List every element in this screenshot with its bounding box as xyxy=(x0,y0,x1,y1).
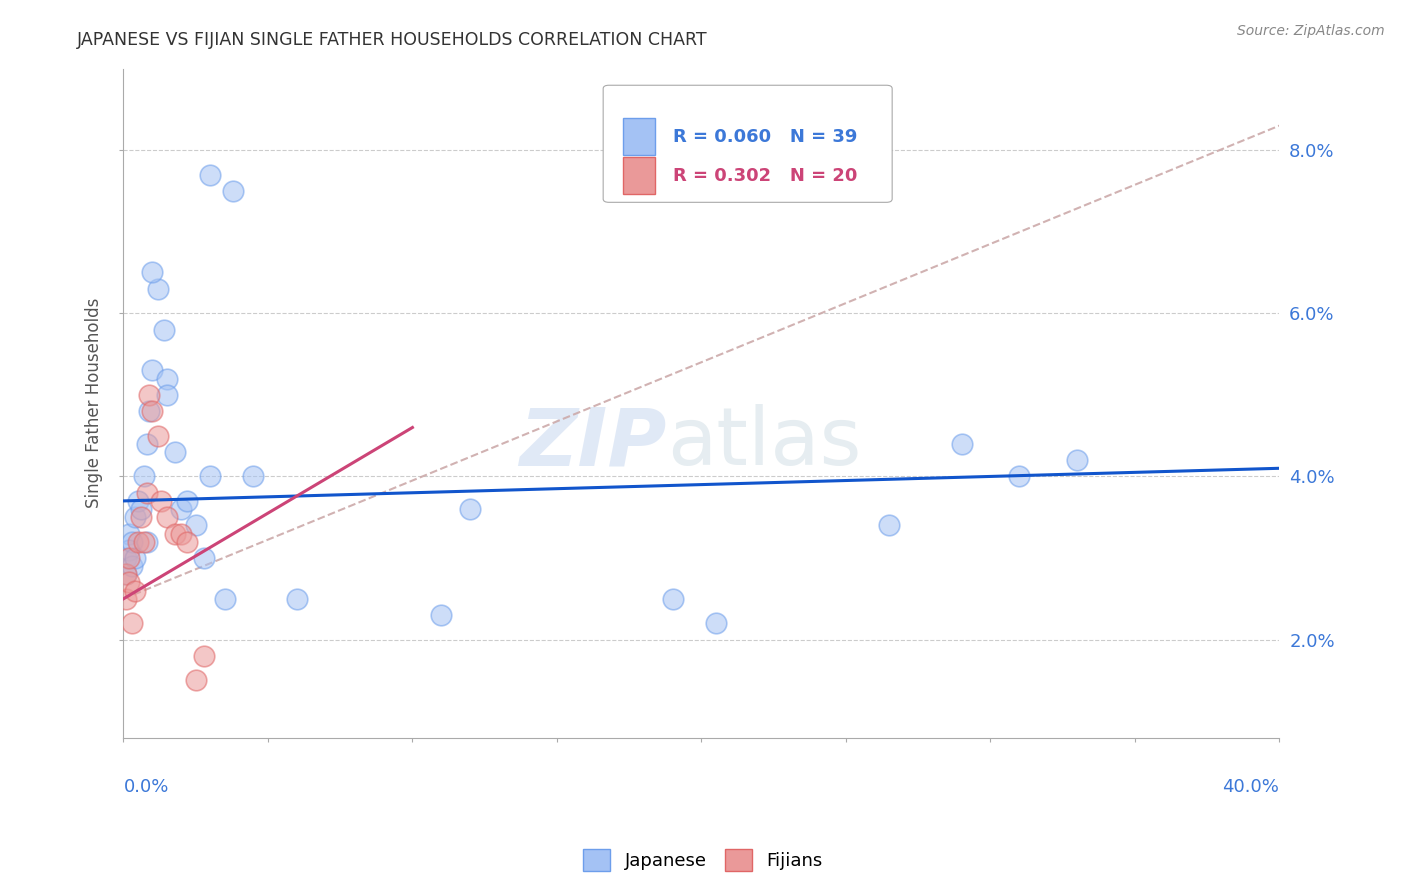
Point xyxy=(138,388,160,402)
Text: R = 0.060   N = 39: R = 0.060 N = 39 xyxy=(672,128,856,145)
Point xyxy=(198,469,221,483)
Point xyxy=(118,542,141,557)
Point xyxy=(138,404,160,418)
Text: Source: ZipAtlas.com: Source: ZipAtlas.com xyxy=(1237,24,1385,38)
Point xyxy=(146,282,169,296)
FancyBboxPatch shape xyxy=(623,157,655,194)
Text: ZIP: ZIP xyxy=(519,404,666,483)
Point xyxy=(141,363,163,377)
Point xyxy=(184,673,207,688)
Point xyxy=(141,404,163,418)
Point xyxy=(124,551,146,566)
Point xyxy=(285,591,308,606)
Point xyxy=(135,485,157,500)
Point xyxy=(170,502,193,516)
Point xyxy=(118,575,141,590)
Point xyxy=(176,534,198,549)
Point xyxy=(661,591,683,606)
Point xyxy=(950,437,973,451)
Point xyxy=(242,469,264,483)
Y-axis label: Single Father Households: Single Father Households xyxy=(86,298,103,508)
Point xyxy=(222,184,245,198)
Point xyxy=(193,551,215,566)
Point xyxy=(127,494,149,508)
Point xyxy=(165,526,187,541)
Point xyxy=(115,567,138,582)
Point xyxy=(165,445,187,459)
Point xyxy=(127,534,149,549)
Point xyxy=(184,518,207,533)
Point xyxy=(458,502,481,516)
Point xyxy=(115,551,138,566)
Point xyxy=(118,526,141,541)
Point xyxy=(146,428,169,442)
Point xyxy=(124,510,146,524)
Point xyxy=(214,591,236,606)
Point xyxy=(156,371,179,385)
Text: R = 0.302   N = 20: R = 0.302 N = 20 xyxy=(672,167,856,185)
Text: atlas: atlas xyxy=(666,404,860,483)
Point xyxy=(115,567,138,582)
Point xyxy=(121,616,143,631)
Point xyxy=(198,168,221,182)
Point xyxy=(156,510,179,524)
Point xyxy=(430,608,453,623)
Point xyxy=(193,648,215,663)
Point xyxy=(877,518,900,533)
FancyBboxPatch shape xyxy=(623,119,655,155)
Text: JAPANESE VS FIJIAN SINGLE FATHER HOUSEHOLDS CORRELATION CHART: JAPANESE VS FIJIAN SINGLE FATHER HOUSEHO… xyxy=(77,31,709,49)
Point xyxy=(176,494,198,508)
Point xyxy=(132,469,155,483)
Text: 0.0%: 0.0% xyxy=(124,778,169,796)
Point xyxy=(115,591,138,606)
Point xyxy=(135,437,157,451)
FancyBboxPatch shape xyxy=(603,86,893,202)
Point xyxy=(156,388,179,402)
Point xyxy=(704,616,727,631)
Point xyxy=(132,534,155,549)
Point xyxy=(124,583,146,598)
Point xyxy=(153,322,176,336)
Point xyxy=(135,534,157,549)
Text: 40.0%: 40.0% xyxy=(1223,778,1279,796)
Point xyxy=(141,265,163,279)
Point xyxy=(1008,469,1031,483)
Point xyxy=(170,526,193,541)
Point xyxy=(121,534,143,549)
Point xyxy=(129,502,152,516)
Legend: Japanese, Fijians: Japanese, Fijians xyxy=(576,842,830,879)
Point xyxy=(1066,453,1088,467)
Point xyxy=(121,559,143,574)
Point xyxy=(129,510,152,524)
Point xyxy=(118,551,141,566)
Point xyxy=(150,494,173,508)
